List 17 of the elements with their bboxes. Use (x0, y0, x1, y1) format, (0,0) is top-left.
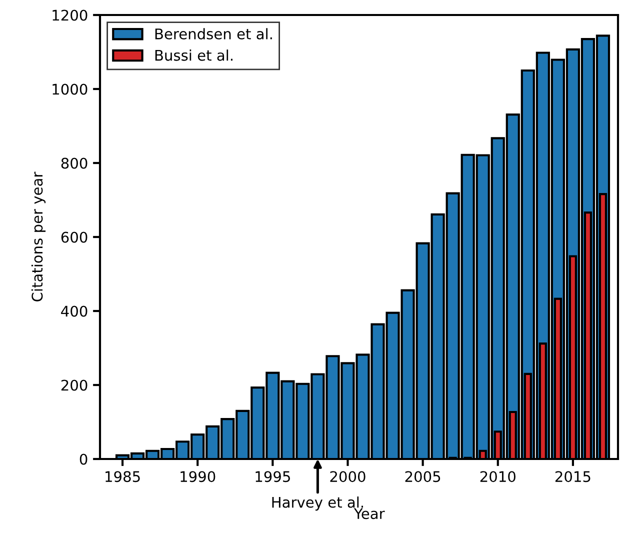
y-tick-label: 1200 (52, 10, 88, 21)
y-tick-label: 0 (80, 454, 88, 465)
y-tick-label: 800 (61, 158, 88, 169)
y-tick-label: 400 (61, 306, 88, 317)
legend-label: Bussi et al. (155, 50, 232, 61)
y-tick-label: 200 (61, 380, 88, 391)
legend-label: Berendsen et al. (155, 28, 272, 40)
y-axis-title: Citations per year (31, 172, 46, 302)
x-tick-label: 2005 (405, 471, 440, 482)
x-tick-label: 2015 (555, 471, 590, 482)
y-tick-label: 1000 (52, 84, 88, 95)
x-tick-label: 2000 (330, 471, 366, 482)
y-tick-label: 600 (61, 232, 88, 243)
x-tick-label: 1995 (256, 471, 290, 482)
x-tick-label: 1985 (106, 471, 140, 482)
x-tick-label: 1990 (180, 471, 216, 482)
x-tick-label: 2010 (480, 471, 516, 482)
